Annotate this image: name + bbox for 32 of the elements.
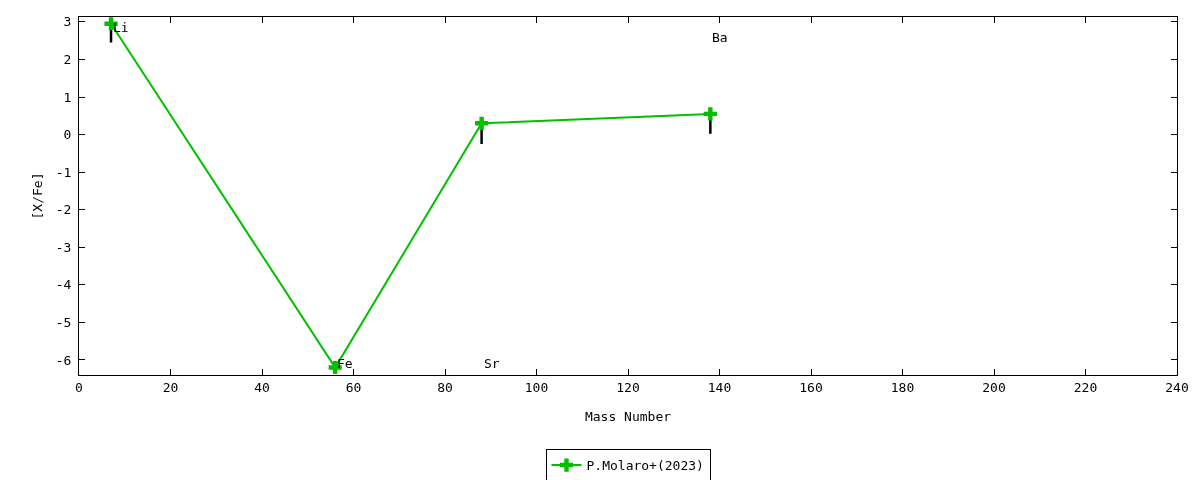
point xyxy=(703,107,717,121)
x-tick-label: 240 xyxy=(1165,379,1189,395)
x-tick-label: 60 xyxy=(345,379,362,395)
annotation: Sr xyxy=(484,356,500,371)
y-tick-label: 0 xyxy=(63,127,72,143)
y-tick-label: -5 xyxy=(55,314,72,330)
x-tick-label: 180 xyxy=(890,379,915,395)
y-tick-label: 1 xyxy=(63,89,72,105)
x-tick-label: 100 xyxy=(524,379,549,395)
y-axis-title: [X/Fe] xyxy=(29,172,45,220)
y-tick-label: -3 xyxy=(55,239,72,255)
x-axis-title: Mass Number xyxy=(584,409,672,425)
x-tick-label: 120 xyxy=(616,379,640,395)
x-tick-label: 200 xyxy=(982,379,1006,395)
y-tick-label: -4 xyxy=(55,277,72,293)
point xyxy=(475,116,489,130)
x-tick-label: 20 xyxy=(162,379,179,395)
y-tick-label: 2 xyxy=(63,52,72,67)
annotation: Fe xyxy=(337,356,353,371)
x-tick-label: 40 xyxy=(254,379,270,395)
legend-label: P.Molaro+(2023) xyxy=(586,458,704,474)
x-tick-label: 160 xyxy=(799,379,823,395)
y-tick-label: -2 xyxy=(55,202,72,218)
x-tick-label: 140 xyxy=(707,379,732,395)
y-tick-label: -6 xyxy=(55,352,72,368)
annotation: Ba xyxy=(712,30,728,45)
y-tick-label: 3 xyxy=(63,14,72,30)
x-tick-label: 0 xyxy=(75,379,83,395)
annotation: Li xyxy=(113,20,129,35)
x-tick-label: 220 xyxy=(1073,379,1098,395)
x-tick-label: 80 xyxy=(437,379,453,395)
y-tick-label: -1 xyxy=(55,164,72,180)
